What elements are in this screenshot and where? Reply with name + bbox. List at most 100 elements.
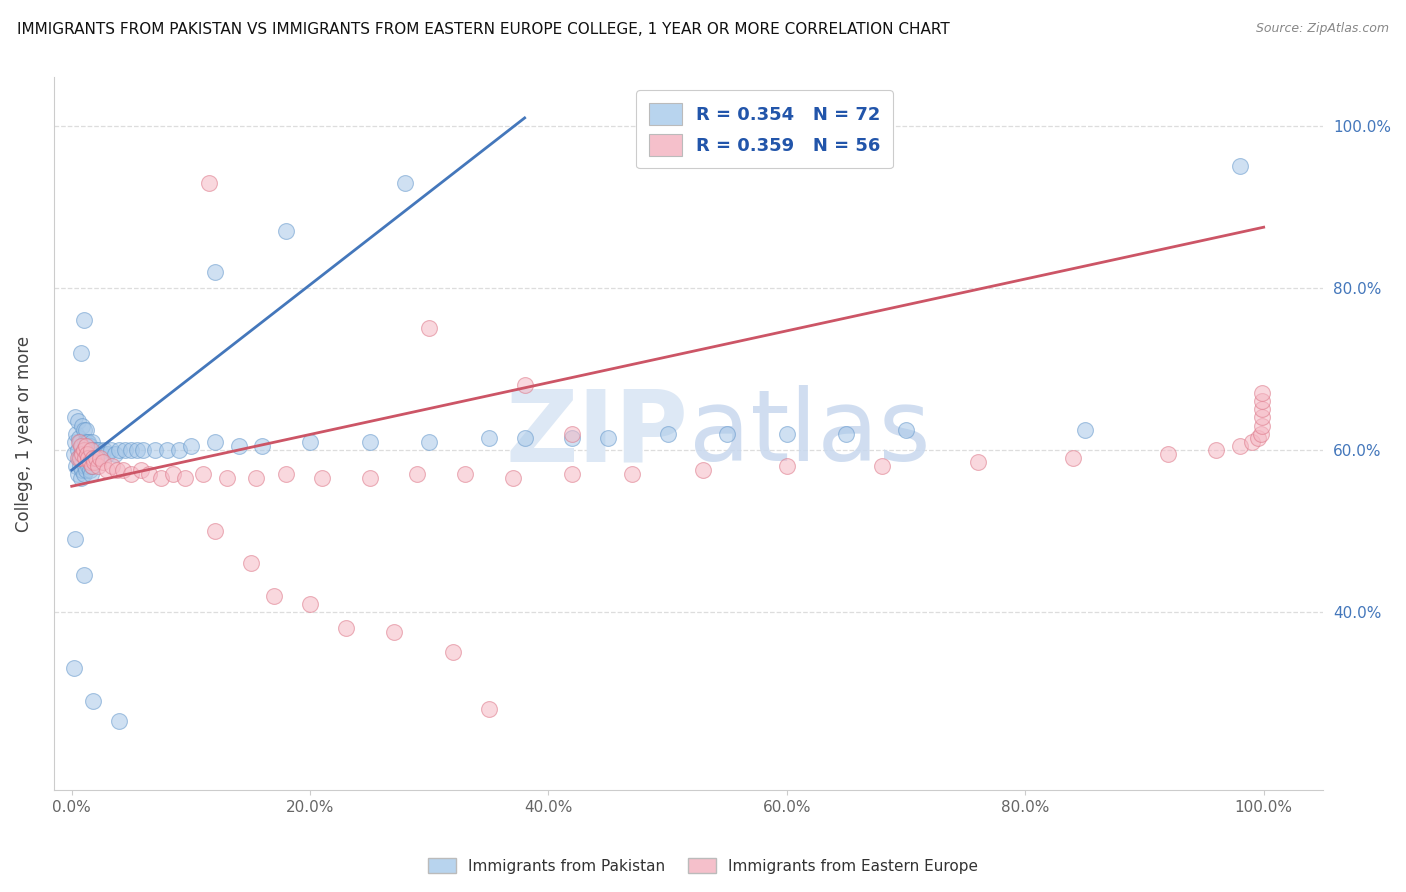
- Point: [311, 471, 333, 485]
- Point: [620, 467, 643, 482]
- Point: [716, 426, 738, 441]
- Point: [101, 458, 124, 473]
- Point: [67, 450, 90, 465]
- Point: [204, 265, 226, 279]
- Point: [561, 426, 583, 441]
- Point: [776, 426, 799, 441]
- Point: [513, 431, 536, 445]
- Point: [70, 447, 93, 461]
- Point: [276, 467, 298, 482]
- Point: [299, 434, 322, 449]
- Point: [1251, 394, 1274, 409]
- Point: [215, 471, 238, 485]
- Point: [86, 442, 108, 457]
- Point: [1062, 450, 1084, 465]
- Point: [204, 434, 226, 449]
- Point: [72, 423, 94, 437]
- Point: [239, 556, 262, 570]
- Point: [72, 442, 94, 457]
- Point: [561, 467, 583, 482]
- Point: [692, 463, 714, 477]
- Point: [80, 442, 103, 457]
- Point: [79, 455, 101, 469]
- Point: [96, 463, 118, 477]
- Point: [73, 458, 96, 473]
- Point: [75, 442, 97, 457]
- Point: [76, 434, 98, 449]
- Point: [80, 467, 103, 482]
- Point: [67, 434, 90, 449]
- Point: [252, 439, 274, 453]
- Point: [73, 450, 96, 465]
- Point: [67, 431, 90, 445]
- Point: [299, 597, 322, 611]
- Point: [75, 463, 97, 477]
- Point: [72, 439, 94, 453]
- Point: [72, 447, 94, 461]
- Point: [167, 442, 190, 457]
- Point: [108, 714, 131, 728]
- Point: [69, 458, 91, 473]
- Point: [76, 455, 98, 469]
- Point: [83, 442, 105, 457]
- Point: [65, 410, 87, 425]
- Point: [657, 426, 679, 441]
- Point: [69, 450, 91, 465]
- Point: [1229, 160, 1251, 174]
- Point: [150, 471, 173, 485]
- Point: [127, 442, 149, 457]
- Point: [76, 447, 98, 461]
- Point: [174, 471, 197, 485]
- Point: [77, 458, 100, 473]
- Point: [70, 345, 93, 359]
- Point: [245, 471, 267, 485]
- Point: [162, 467, 184, 482]
- Point: [359, 434, 381, 449]
- Point: [65, 532, 87, 546]
- Point: [79, 463, 101, 477]
- Point: [63, 447, 86, 461]
- Point: [1240, 434, 1263, 449]
- Point: [1247, 431, 1270, 445]
- Point: [82, 694, 104, 708]
- Point: [894, 423, 917, 437]
- Point: [66, 442, 89, 457]
- Text: IMMIGRANTS FROM PAKISTAN VS IMMIGRANTS FROM EASTERN EUROPE COLLEGE, 1 YEAR OR MO: IMMIGRANTS FROM PAKISTAN VS IMMIGRANTS F…: [17, 22, 949, 37]
- Point: [870, 458, 893, 473]
- Point: [70, 471, 93, 485]
- Point: [80, 458, 103, 473]
- Point: [80, 442, 103, 457]
- Point: [776, 458, 799, 473]
- Point: [1251, 410, 1274, 425]
- Point: [84, 450, 107, 465]
- Point: [72, 442, 94, 457]
- Point: [561, 431, 583, 445]
- Point: [108, 442, 131, 457]
- Point: [96, 447, 118, 461]
- Point: [406, 467, 429, 482]
- Point: [82, 450, 104, 465]
- Point: [502, 471, 524, 485]
- Point: [276, 224, 298, 238]
- Point: [478, 431, 501, 445]
- Point: [100, 442, 122, 457]
- Point: [66, 467, 89, 482]
- Point: [75, 439, 97, 453]
- Point: [382, 624, 405, 639]
- Point: [335, 621, 357, 635]
- Point: [72, 568, 94, 582]
- Point: [394, 176, 416, 190]
- Point: [478, 702, 501, 716]
- Point: [598, 431, 620, 445]
- Point: [93, 442, 115, 457]
- Point: [63, 661, 86, 675]
- Point: [418, 434, 440, 449]
- Point: [513, 378, 536, 392]
- Point: [1251, 402, 1274, 417]
- Legend: R = 0.354   N = 72, R = 0.359   N = 56: R = 0.354 N = 72, R = 0.359 N = 56: [637, 90, 893, 169]
- Point: [65, 458, 87, 473]
- Point: [80, 434, 103, 449]
- Point: [132, 442, 155, 457]
- Point: [114, 442, 136, 457]
- Point: [156, 442, 179, 457]
